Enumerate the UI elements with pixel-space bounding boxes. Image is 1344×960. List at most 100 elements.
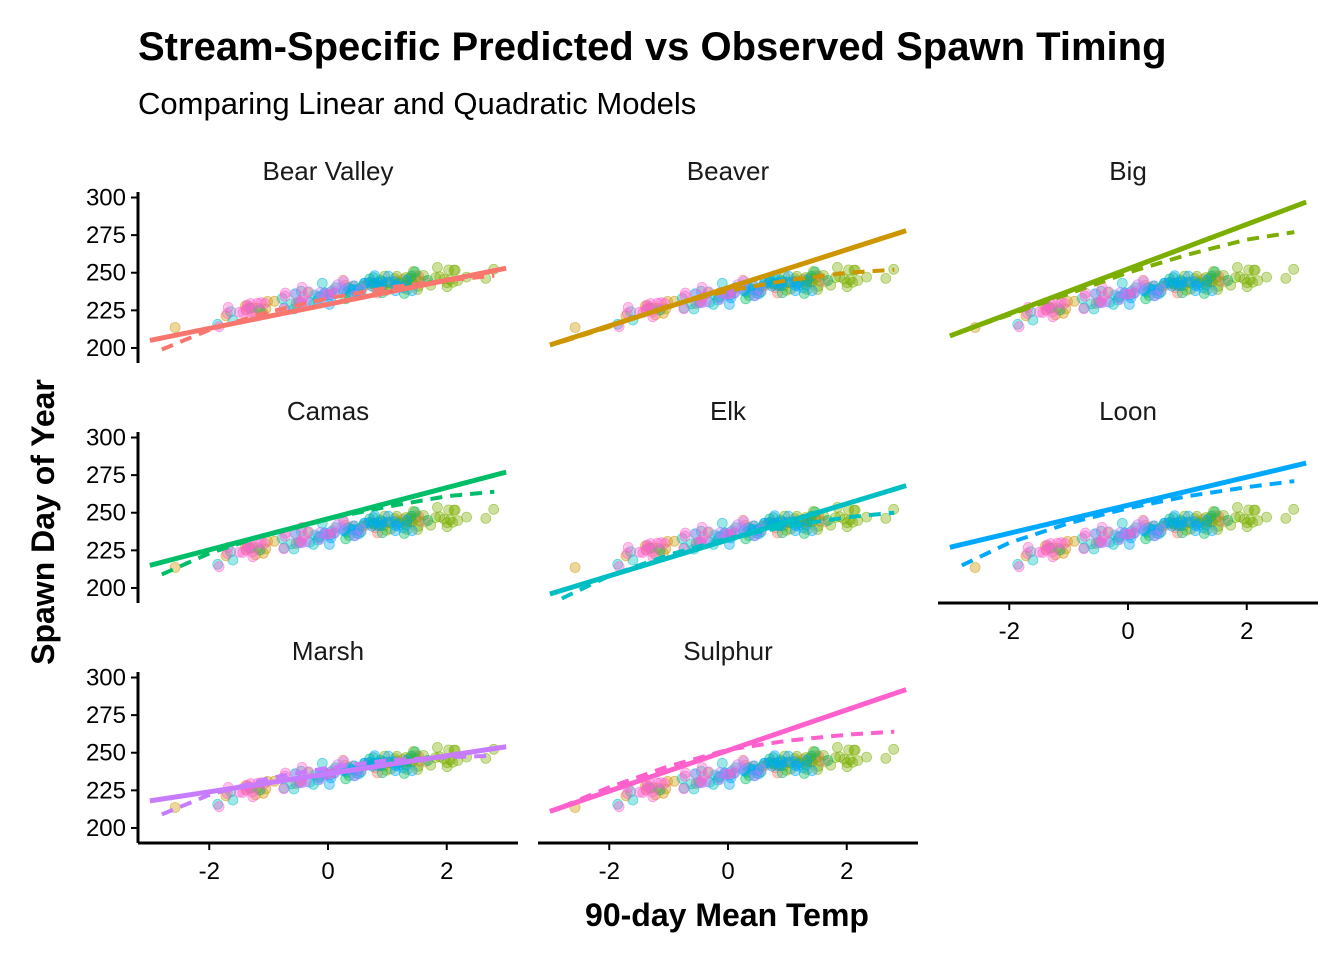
y-tick-label: 250: [86, 260, 126, 287]
observed-points-sulphur: [569, 742, 900, 813]
observed-points-big: [969, 261, 1300, 333]
observed-point: [431, 261, 443, 273]
observed-point: [790, 760, 801, 771]
observed-point: [409, 746, 421, 758]
observed-point: [716, 757, 728, 769]
x-tick-label: 2: [840, 858, 853, 885]
observed-point: [296, 281, 308, 293]
observed-point: [1232, 501, 1243, 513]
observed-point: [1013, 321, 1025, 333]
observed-point: [1177, 516, 1188, 528]
observed-point: [1169, 270, 1180, 282]
observed-point: [480, 513, 492, 524]
observed-point: [728, 767, 739, 779]
observed-point: [613, 801, 625, 813]
linear-fit-big: [948, 199, 1308, 339]
observed-point: [431, 501, 443, 513]
observed-point: [641, 299, 653, 311]
observed-point: [452, 515, 464, 526]
observed-point: [621, 548, 633, 559]
observed-point: [233, 306, 245, 318]
panel-title-big: Big: [1109, 156, 1147, 186]
observed-point: [1034, 306, 1045, 318]
x-tick-label: 0: [1121, 618, 1134, 645]
x-tick-label: -2: [199, 858, 220, 885]
y-tick-label: 275: [86, 462, 126, 489]
observed-point: [832, 261, 843, 273]
panel-bear-valley: Bear Valley 200 225 250 275 300: [86, 156, 507, 363]
observed-point: [1078, 303, 1090, 315]
observed-point: [1205, 270, 1217, 282]
observed-point: [969, 562, 981, 573]
observed-point: [406, 765, 418, 777]
observed-point: [1209, 266, 1221, 278]
observed-point: [641, 539, 653, 551]
observed-point: [698, 531, 710, 543]
observed-point: [1280, 272, 1292, 284]
observed-point: [888, 743, 900, 755]
observed-point: [680, 527, 691, 539]
y-tick-label: 250: [86, 740, 126, 767]
observed-point: [1209, 506, 1221, 518]
panel-title-sulphur: Sulphur: [683, 636, 773, 666]
observed-point: [409, 266, 421, 278]
observed-point: [241, 299, 253, 311]
observed-point: [448, 504, 460, 516]
x-tick-label: 2: [1240, 618, 1253, 645]
observed-point: [852, 275, 864, 287]
linear-fit-bear-valley: [149, 265, 507, 343]
observed-point: [634, 546, 645, 558]
panel-title-beaver: Beaver: [687, 156, 770, 186]
observed-point: [621, 788, 633, 799]
observed-point: [806, 285, 818, 297]
linear-fit-marsh: [149, 744, 507, 804]
x-tick-label: 0: [721, 858, 734, 885]
observed-point: [1222, 515, 1234, 526]
observed-point: [1021, 548, 1033, 559]
y-tick-label: 300: [86, 185, 126, 212]
observed-point: [169, 322, 181, 333]
observed-point: [1041, 539, 1053, 551]
observed-point: [448, 264, 460, 276]
x-axis-label: 90-day Mean Temp: [585, 897, 869, 933]
observed-point: [316, 277, 328, 289]
panel-title-elk: Elk: [710, 396, 747, 426]
observed-point: [369, 750, 381, 762]
x-tick-label: -2: [999, 618, 1020, 645]
observed-points-loon: [969, 501, 1300, 573]
observed-point: [406, 525, 418, 537]
observed-point: [880, 753, 892, 764]
observed-point: [1128, 287, 1139, 299]
chart-subtitle: Comparing Linear and Quadratic Models: [138, 86, 696, 121]
observed-point: [1149, 290, 1161, 301]
observed-point: [405, 510, 417, 522]
observed-point: [255, 297, 267, 309]
observed-point: [278, 543, 290, 555]
observed-point: [213, 801, 225, 813]
observed-point: [1280, 513, 1292, 524]
observed-points-camas: [169, 501, 500, 573]
observed-point: [716, 517, 728, 529]
observed-point: [252, 297, 263, 309]
observed-point: [822, 755, 834, 766]
y-tick-label: 225: [86, 537, 126, 564]
observed-point: [488, 503, 500, 515]
panel-beaver: Beaver: [549, 156, 907, 348]
observed-point: [1205, 510, 1217, 522]
panel-elk: Elk: [549, 396, 907, 601]
chart-title: Stream-Specific Predicted vs Observed Sp…: [138, 25, 1167, 69]
observed-point: [569, 562, 581, 573]
observed-point: [841, 757, 853, 769]
observed-point: [1169, 510, 1180, 522]
y-tick-label: 225: [86, 297, 126, 324]
panel-big: Big: [948, 156, 1308, 339]
observed-point: [1206, 525, 1218, 537]
observed-point: [1079, 530, 1091, 542]
observed-point: [1149, 530, 1161, 541]
observed-point: [1013, 561, 1025, 573]
observed-points-bear-valley: [169, 261, 500, 333]
observed-point: [698, 771, 710, 783]
observed-point: [1288, 503, 1300, 515]
y-tick-label: 225: [86, 777, 126, 804]
